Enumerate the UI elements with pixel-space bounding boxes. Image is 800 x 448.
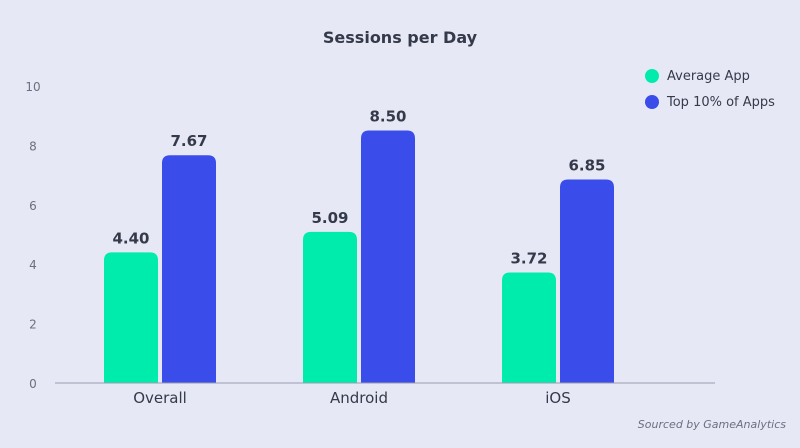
data-label: 7.67 (170, 132, 207, 150)
bar-overall-series-0[interactable] (104, 252, 158, 383)
data-label: 5.09 (311, 209, 348, 227)
legend-swatch-average-app (645, 69, 659, 83)
bar-android-series-1[interactable] (361, 130, 415, 383)
x-tick-label: Overall (133, 389, 187, 407)
bar-ios-series-0[interactable] (502, 272, 556, 383)
data-label: 6.85 (568, 157, 605, 175)
legend-label-top-apps: Top 10% of Apps (667, 94, 775, 110)
chart-legend: Average App Top 10% of Apps (645, 63, 775, 115)
data-label: 4.40 (112, 229, 149, 247)
legend-swatch-top-apps (645, 95, 659, 109)
legend-label-average-app: Average App (667, 68, 750, 84)
y-tick-label: 6 (29, 199, 37, 213)
x-tick-label: Android (330, 389, 388, 407)
legend-item-average-app[interactable]: Average App (645, 63, 775, 89)
y-tick-label: 4 (29, 258, 37, 272)
x-tick-label: iOS (545, 389, 571, 407)
y-tick-label: 0 (29, 377, 37, 391)
y-tick-label: 2 (29, 318, 37, 332)
chart-title: Sessions per Day (322, 28, 478, 47)
y-tick-label: 10 (25, 80, 40, 94)
y-tick-label: 8 (29, 139, 37, 153)
data-label: 8.50 (369, 108, 406, 126)
source-note: Sourced by GameAnalytics (637, 418, 786, 431)
bar-android-series-0[interactable] (303, 231, 357, 383)
bar-overall-series-1[interactable] (162, 155, 216, 383)
bar-ios-series-1[interactable] (560, 179, 614, 383)
data-label: 3.72 (510, 250, 547, 268)
legend-item-top-apps[interactable]: Top 10% of Apps (645, 89, 775, 115)
